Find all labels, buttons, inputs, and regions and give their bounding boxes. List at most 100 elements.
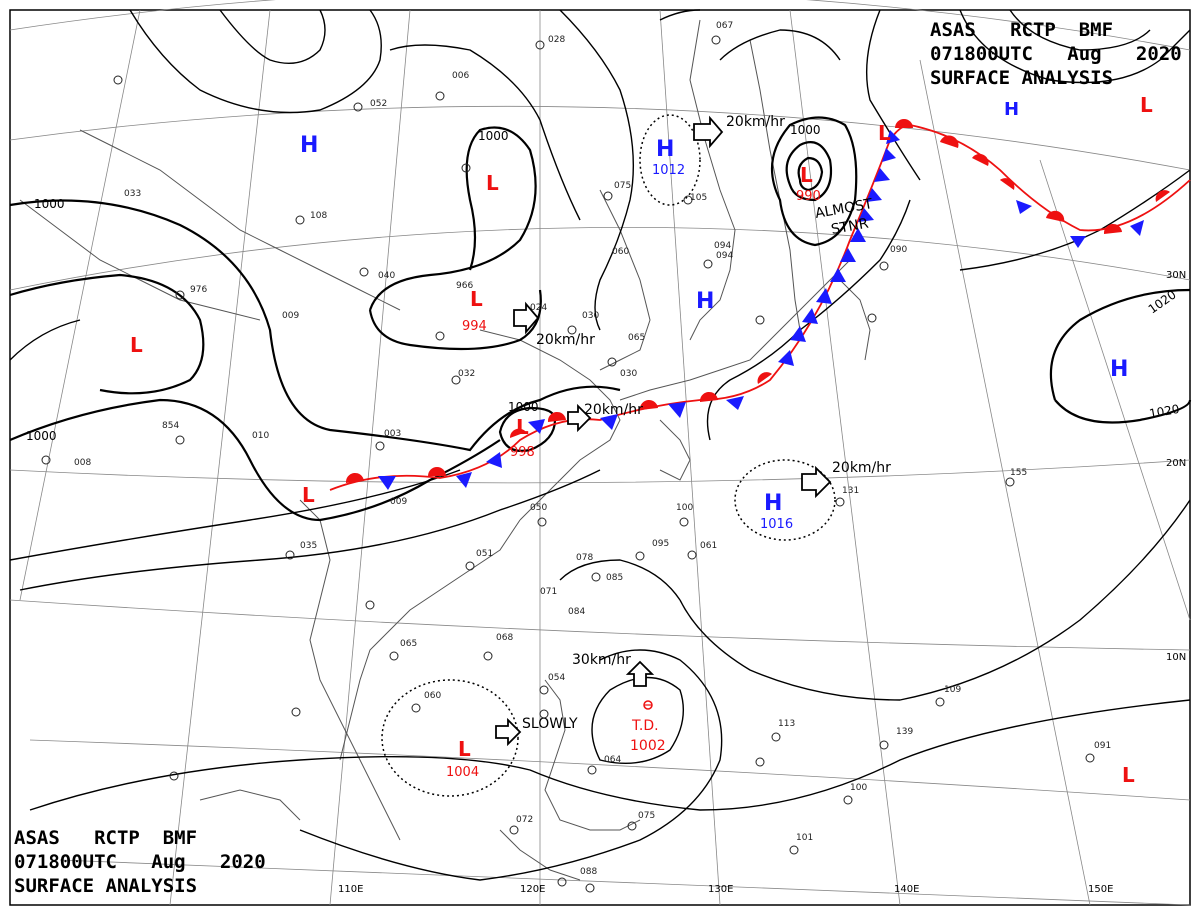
low-values: 994 998 990 1004 — [446, 189, 821, 780]
station-labels: 006 052 028 067 008 108 976 854 010 040 … — [74, 21, 1111, 877]
station-value: 033 — [124, 189, 141, 199]
station-value: 090 — [890, 245, 907, 255]
station-value: 030 — [582, 311, 599, 321]
station-value: 094 — [716, 251, 733, 261]
station-value: 091 — [1094, 741, 1111, 751]
station-value: 065 — [400, 639, 417, 649]
station-value: 009 — [282, 311, 299, 321]
low-center: L — [878, 121, 891, 145]
station-value: 006 — [452, 71, 469, 81]
motion-label: STNR — [830, 216, 870, 238]
station-value: 054 — [548, 673, 565, 683]
high-value: 1016 — [760, 517, 793, 532]
longitude-label: 130E — [708, 884, 733, 895]
longitude-label: 140E — [894, 884, 919, 895]
station-value: 061 — [700, 541, 717, 551]
station-value: 966 — [456, 281, 473, 291]
station-value: 078 — [576, 553, 593, 563]
station-value: 010 — [252, 431, 269, 441]
station-value: 131 — [842, 486, 859, 496]
header-line1: ASAS RCTP BMF — [14, 827, 198, 849]
station-value: 854 — [162, 421, 179, 431]
station-value: 051 — [476, 549, 493, 559]
station-markers — [41, 35, 1095, 893]
station-value: 003 — [384, 429, 401, 439]
latitude-label: 10N — [1166, 652, 1186, 663]
tropical-depression: T.D. 1002 — [630, 700, 666, 754]
station-value: 067 — [716, 21, 733, 31]
header-line2: 071800UTC Aug 2020 — [930, 43, 1182, 65]
station-value: 030 — [620, 369, 637, 379]
low-value: 990 — [796, 189, 821, 204]
high-center: H — [300, 133, 318, 158]
isobar-label: 1000 — [478, 129, 509, 143]
isobar-label: 1000 — [508, 400, 539, 414]
motion-label: 20km/hr — [726, 114, 785, 130]
front-line — [329, 124, 1191, 491]
low-center: L — [486, 171, 499, 195]
station-value: 976 — [190, 285, 207, 295]
meridian-lines — [19, 9, 1191, 906]
latitude-label: 30N — [1166, 270, 1186, 281]
low-center: L — [458, 737, 471, 761]
motion-label: 30km/hr — [572, 652, 631, 668]
warm-front-symbols — [345, 119, 1170, 483]
station-value: 155 — [1010, 468, 1027, 478]
station-value: 072 — [516, 815, 533, 825]
longitude-label: 110E — [338, 884, 363, 895]
station-value: 084 — [568, 607, 585, 617]
station-value: 028 — [548, 35, 565, 45]
station-value: 060 — [424, 691, 441, 701]
station-value: 035 — [300, 541, 317, 551]
low-value: 994 — [462, 319, 487, 334]
station-value: 095 — [652, 539, 669, 549]
dotted-isobars — [381, 114, 836, 797]
high-center: H — [696, 289, 714, 314]
station-value: 050 — [530, 503, 547, 513]
station-value: 052 — [370, 99, 387, 109]
td-value: 1002 — [630, 738, 666, 754]
low-center: L — [130, 333, 143, 357]
station-value: 060 — [612, 247, 629, 257]
station-value: 109 — [944, 685, 961, 695]
header-line2: 071800UTC Aug 2020 — [14, 851, 266, 873]
station-value: 065 — [628, 333, 645, 343]
high-center: H — [1004, 99, 1019, 120]
low-center: L — [302, 483, 315, 507]
motion-label: 20km/hr — [536, 332, 595, 348]
isobar-label: 1020 — [1148, 402, 1181, 421]
low-center: L — [1122, 763, 1135, 787]
low-center: L — [1140, 93, 1153, 117]
low-centers: L L L L L L L L L L — [130, 93, 1153, 787]
motion-label: 20km/hr — [832, 460, 891, 476]
header-line3: SURFACE ANALYSIS — [930, 67, 1114, 89]
analysis-header-bottom: ASAS RCTP BMF 071800UTC Aug 2020 SURFACE A… — [14, 826, 266, 898]
station-value: 075 — [614, 181, 631, 191]
low-center: L — [800, 163, 813, 187]
low-center: L — [470, 287, 483, 311]
thin-isobars — [9, 9, 1191, 881]
station-value: 032 — [458, 369, 475, 379]
station-value: 139 — [896, 727, 913, 737]
station-value: 105 — [690, 193, 707, 203]
station-value: 064 — [604, 755, 621, 765]
station-value: 075 — [638, 811, 655, 821]
td-label: T.D. — [631, 718, 659, 734]
high-center: H — [1110, 357, 1128, 382]
low-center: L — [516, 415, 529, 439]
station-value: 085 — [606, 573, 623, 583]
longitude-labels: 110E 120E 130E 140E 150E — [338, 884, 1113, 895]
station-value: 024 — [530, 303, 547, 313]
motion-arrows — [495, 115, 832, 747]
station-value: 071 — [540, 587, 557, 597]
high-center: H — [764, 491, 782, 516]
isobar-label: 1000 — [790, 123, 821, 137]
header-line1: ASAS RCTP BMF — [930, 19, 1114, 41]
latitude-lines — [9, 0, 1191, 906]
high-values: 1012 1016 — [652, 163, 793, 532]
longitude-label: 120E — [520, 884, 545, 895]
station-value: 094 — [714, 241, 731, 251]
station-value: 009 — [390, 497, 407, 507]
station-value: 040 — [378, 271, 395, 281]
